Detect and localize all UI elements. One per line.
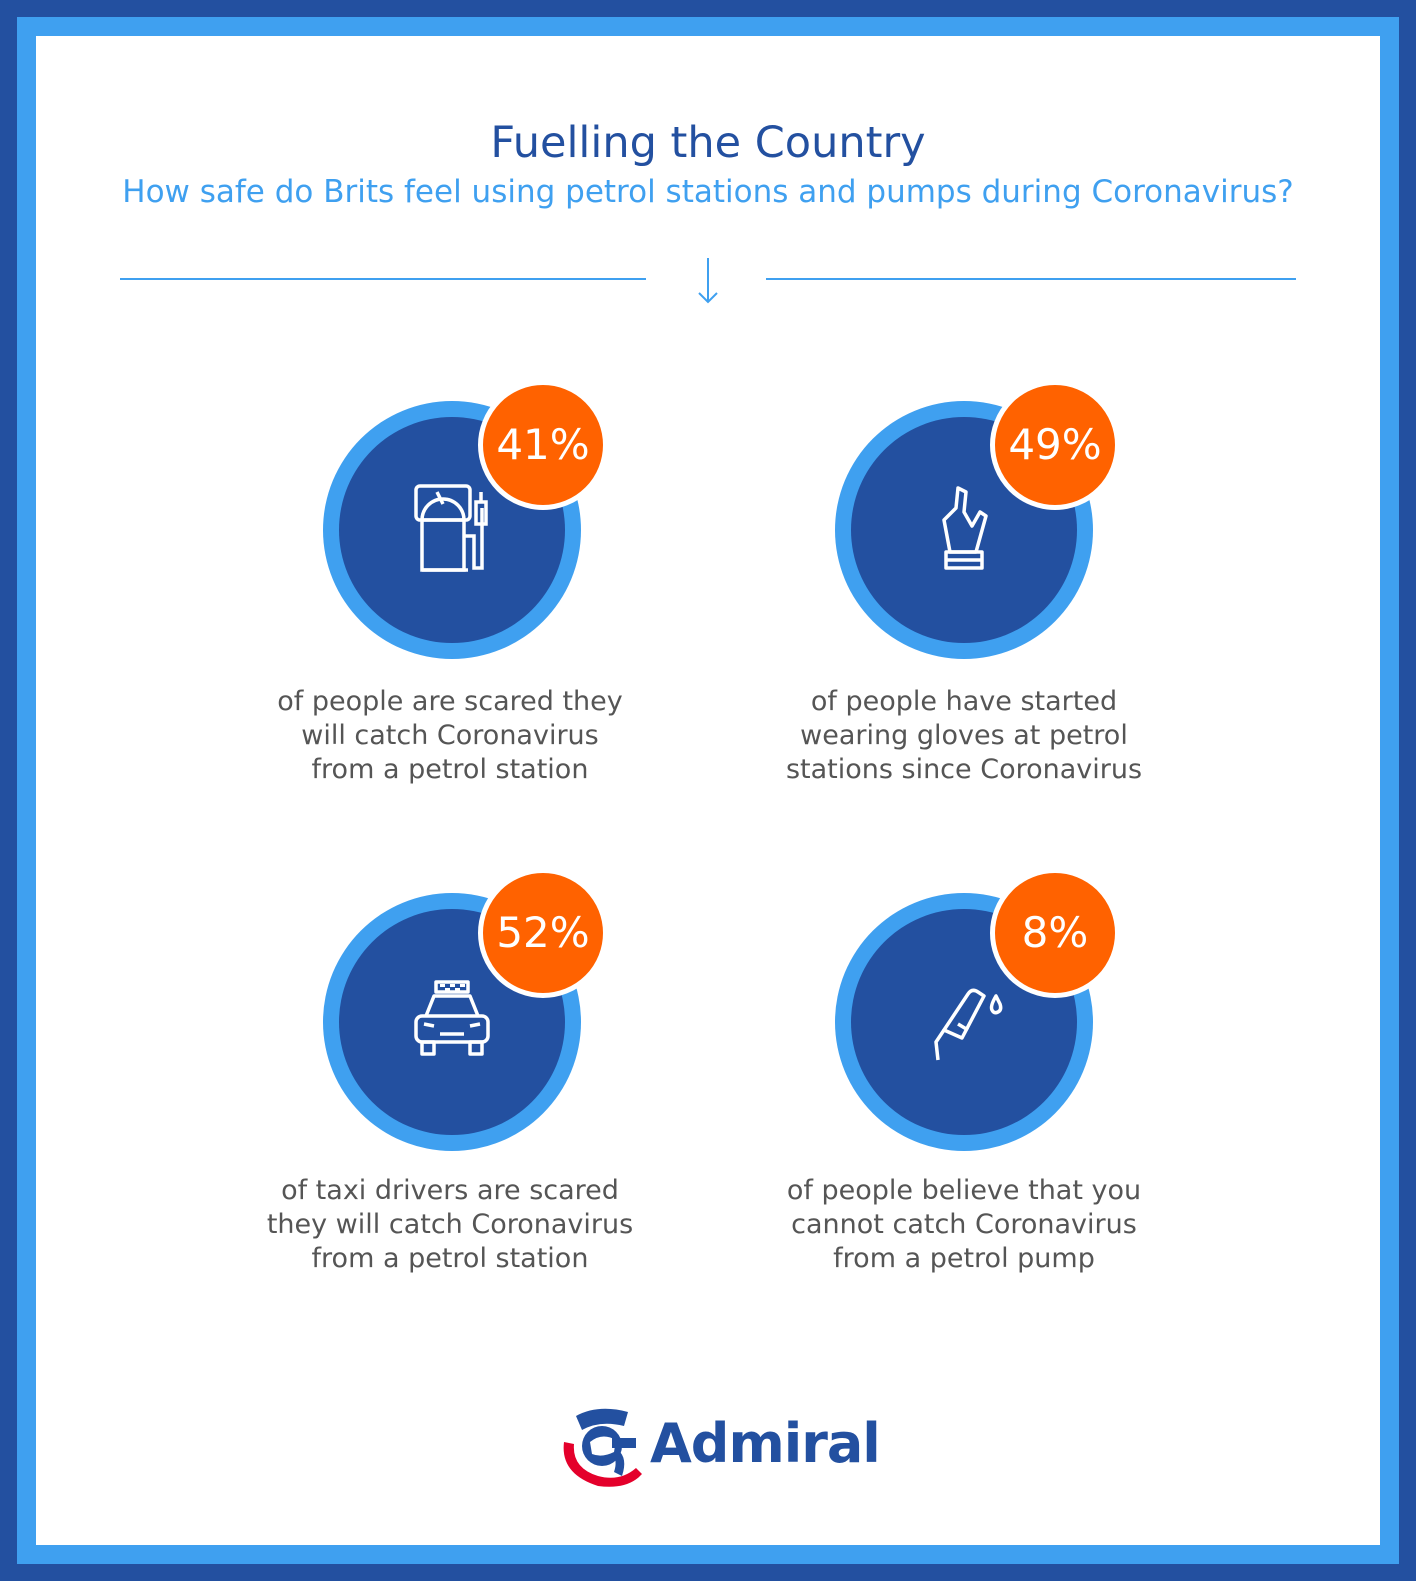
stat-description-line: of people believe that you <box>786 1175 1142 1206</box>
admiral-logo: Admiral <box>558 1402 881 1492</box>
stat-description-line: from a petrol station <box>311 754 589 785</box>
stat-description-3: of taxi drivers are scared they will cat… <box>250 1174 650 1276</box>
stat-description-1: of people are scared they will catch Cor… <box>250 685 650 787</box>
divider-right <box>766 278 1296 280</box>
stat-value-badge-1: 41% <box>478 380 608 510</box>
admiral-emblem-icon <box>563 1408 642 1487</box>
stat-circle-1 <box>323 401 581 659</box>
stat-description-line: of people have started <box>810 686 1118 717</box>
petrol-pump-icon <box>414 484 488 572</box>
stat-description-line: cannot catch Coronavirus <box>791 1209 1137 1240</box>
page-subtitle: How safe do Brits feel using petrol stat… <box>122 174 1294 210</box>
taxi-icon <box>414 980 490 1056</box>
stat-value-badge-3: 52% <box>478 868 608 998</box>
stat-description-line: will catch Coronavirus <box>301 720 599 751</box>
glove-icon <box>942 486 988 570</box>
stat-description-line: of people are scared they <box>277 686 623 717</box>
stat-description-2: of people have started wearing gloves at… <box>764 685 1164 787</box>
page-title: Fuelling the Country <box>490 118 926 168</box>
divider-left <box>120 278 646 280</box>
stat-value-badge-4: 8% <box>990 868 1120 998</box>
stat-description-line: they will catch Coronavirus <box>266 1209 634 1240</box>
arrow-down-icon <box>698 258 718 304</box>
stat-description-line: of taxi drivers are scared <box>281 1175 619 1206</box>
stat-description-line: from a petrol pump <box>833 1243 1095 1274</box>
stat-description-line: from a petrol station <box>311 1243 589 1274</box>
stat-description-4: of people believe that you cannot catch … <box>764 1174 1164 1276</box>
fuel-nozzle-icon <box>934 988 1003 1061</box>
stat-description-line: stations since Coronavirus <box>785 754 1143 785</box>
stat-description-line: wearing gloves at petrol <box>800 720 1128 751</box>
brand-name: Admiral <box>650 1412 881 1475</box>
stat-value-badge-2: 49% <box>990 380 1120 510</box>
